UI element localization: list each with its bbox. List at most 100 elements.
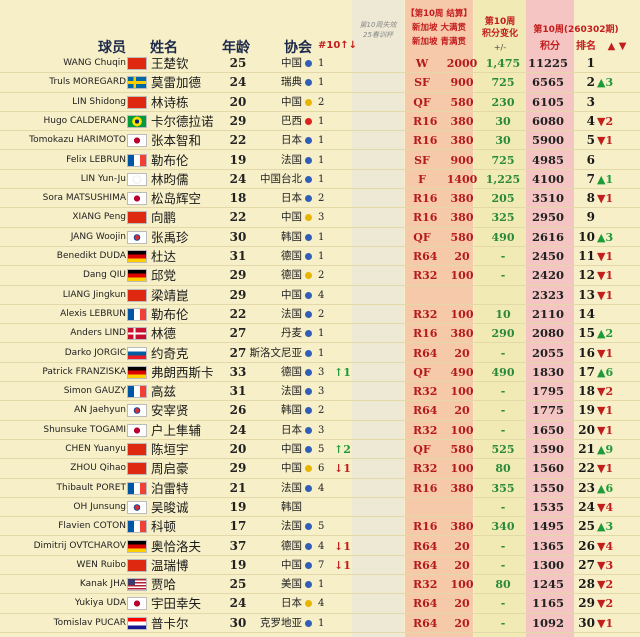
player-age: 22 xyxy=(229,210,247,225)
player-english-name: WEN Ruibo xyxy=(76,559,126,570)
player-chinese-name: 弗朗西斯卡 xyxy=(151,364,214,380)
week10-result: R64 xyxy=(413,539,438,553)
player-english-name: AN Jaehyun xyxy=(74,405,126,416)
top10-count: 1 xyxy=(318,579,325,591)
total-points: 6080 xyxy=(531,113,564,128)
association-dot-icon xyxy=(305,214,312,222)
rank-number: 21 xyxy=(578,442,595,456)
player-age: 24 xyxy=(229,422,247,437)
association-dot-icon xyxy=(305,60,312,67)
top10-count: 4 xyxy=(318,482,325,494)
association-dot-icon xyxy=(305,349,312,357)
player-age: 19 xyxy=(229,557,247,572)
player-association: 法国 xyxy=(281,520,302,533)
player-english-name: Tomokazu HARIMOTO xyxy=(29,135,126,146)
header-age: 年龄 xyxy=(222,40,250,56)
week10-result: R32 xyxy=(413,385,438,399)
table-row: LIANG Jingkun 梁靖崑 29 中国 4 2323 13 ▼1 xyxy=(0,286,640,305)
week10-points: 580 xyxy=(450,230,474,244)
top10-count: 7 xyxy=(318,559,325,571)
row-divider xyxy=(0,188,640,190)
player-english-name: Simon GAUZY xyxy=(63,386,126,397)
total-points: 2420 xyxy=(531,268,564,283)
row-divider xyxy=(0,130,640,132)
points-change: - xyxy=(500,250,506,263)
player-english-name: Thibault PORET xyxy=(56,482,126,493)
rank-movement: ▼2 xyxy=(597,114,614,128)
top10-count: 5 xyxy=(318,521,325,533)
week10-result: QF xyxy=(413,95,431,109)
flag-china-icon xyxy=(127,211,147,225)
flag-tpe-icon xyxy=(127,172,147,186)
player-english-name: Sora MATSUSHIMA xyxy=(42,193,126,204)
player-english-name: Hugo CALDERANO xyxy=(43,115,127,126)
points-change: 490 xyxy=(491,230,515,244)
rank-movement: ▼1 xyxy=(597,134,614,148)
association-dot-icon xyxy=(305,195,312,203)
top10-count: 3 xyxy=(318,386,325,398)
total-points: 1165 xyxy=(531,596,564,611)
rank-movement: ▲3 xyxy=(597,76,614,90)
week10-points: 380 xyxy=(450,192,474,206)
association-dot-icon xyxy=(305,426,312,434)
player-english-name: LIN Shidong xyxy=(72,96,126,107)
player-chinese-name: 林德 xyxy=(151,326,177,342)
player-english-name: Shunsuke TOGAMI xyxy=(43,424,126,435)
association-dot-icon xyxy=(305,233,312,241)
player-association: 美国 xyxy=(281,578,302,591)
association-dot-icon xyxy=(305,117,312,125)
player-age: 22 xyxy=(229,306,247,321)
week10-points: 380 xyxy=(450,520,474,534)
player-age: 25 xyxy=(229,577,247,592)
rank-number: 23 xyxy=(578,480,595,495)
player-english-name: OH Junsung xyxy=(73,501,126,512)
top10-trend: ↑1 xyxy=(334,365,351,379)
association-dot-icon xyxy=(305,310,312,318)
week10-points: 380 xyxy=(450,481,474,495)
table-row: Patrick FRANZISKA 弗朗西斯卡 33 德国 3 ↑1 QF 490 490 183… xyxy=(0,363,640,383)
rank-number: 14 xyxy=(578,306,595,321)
player-association: 瑞典 xyxy=(281,76,302,89)
player-association: 丹麦 xyxy=(281,327,302,340)
week10-result: R32 xyxy=(413,269,438,283)
row-divider xyxy=(0,168,640,170)
top10-count: 2 xyxy=(318,308,325,320)
association-dot-icon xyxy=(305,484,312,492)
association-dot-icon xyxy=(305,368,312,376)
row-divider xyxy=(0,342,640,344)
table-row: Benedikt DUDA 杜达 31 德国 1 R64 20 - 2450 11 ▼1 xyxy=(0,247,640,267)
row-divider xyxy=(0,149,640,151)
player-english-name: JANG Woojin xyxy=(70,231,126,242)
player-english-name: Flavien COTON xyxy=(58,521,126,532)
row-divider xyxy=(0,284,640,286)
table-row: Tomislav PUCAR 普卡尔 30 克罗地亚 1 R64 20-1092 30 ▼1 xyxy=(0,614,640,633)
points-change: 355 xyxy=(491,481,515,495)
top10-count: 4 xyxy=(318,598,325,610)
top10-count: 1 xyxy=(318,135,325,147)
association-dot-icon xyxy=(305,465,312,473)
row-divider xyxy=(0,535,640,537)
player-english-name: ZHOU Qihao xyxy=(70,463,126,474)
week10-result: R64 xyxy=(413,404,438,418)
week10-points: 20 xyxy=(454,597,470,611)
points-change: 725 xyxy=(491,76,515,90)
player-chinese-name: 勒布伦 xyxy=(151,306,189,322)
player-association: 日本 xyxy=(281,423,302,436)
table-row: LIN Yun-Ju 林昀儒 24 中国台北 1 F 1400 1,225 4100 7 ▲1 xyxy=(0,170,640,190)
points-change: 30 xyxy=(495,114,511,128)
flag-china-icon xyxy=(127,288,147,302)
header-rank: 排名 xyxy=(576,41,596,52)
association-dot-icon xyxy=(305,156,312,164)
row-divider xyxy=(0,323,640,325)
player-age: 22 xyxy=(229,133,247,148)
flag-france-icon xyxy=(127,385,147,399)
week10-points xyxy=(441,286,483,305)
top10-count: 1 xyxy=(318,58,325,69)
table-row: AN Jaehyun 安宰贤 26 韩国 2 R64 20 - 1775 19 ▼1 xyxy=(0,401,640,421)
association-dot-icon xyxy=(305,581,312,589)
rank-number: 12 xyxy=(578,268,595,283)
points-change: 80 xyxy=(495,578,511,592)
player-chinese-name: 宇田幸矢 xyxy=(151,596,202,612)
table-row: Kanak JHA 贾哈 25 美国 1 R32 100 80 1245 28 ▼2 xyxy=(0,575,640,595)
player-chinese-name: 张本智和 xyxy=(151,133,202,149)
